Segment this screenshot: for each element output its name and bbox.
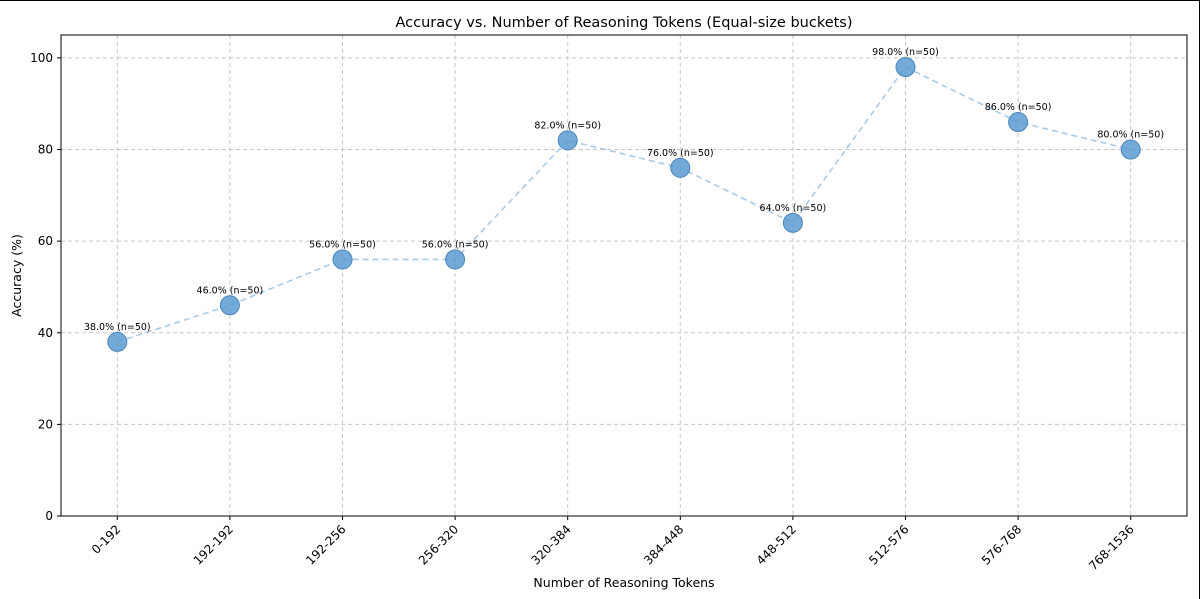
y-tick-label: 40 — [38, 326, 53, 340]
data-point — [895, 57, 916, 78]
chart-title: Accuracy vs. Number of Reasoning Tokens … — [395, 15, 852, 31]
x-axis-title: Number of Reasoning Tokens — [533, 575, 714, 590]
x-tick-label: 320-384 — [528, 522, 573, 567]
data-point — [1120, 139, 1141, 160]
data-label: 76.0% (n=50) — [647, 148, 714, 159]
series-line — [117, 66, 1131, 343]
plot-area-frame — [60, 34, 1188, 517]
data-label: 38.0% (n=50) — [84, 322, 151, 333]
data-points-layer — [107, 57, 1141, 352]
data-label: 82.0% (n=50) — [534, 120, 601, 131]
x-tick-label: 192-256 — [303, 522, 348, 567]
data-label: 56.0% (n=50) — [309, 239, 376, 250]
y-tick-label: 60 — [38, 234, 53, 248]
data-point — [670, 157, 691, 178]
data-label: 98.0% (n=50) — [872, 47, 939, 58]
x-tick-label: 576-768 — [979, 522, 1024, 567]
y-tick-label: 100 — [30, 51, 53, 65]
data-label: 80.0% (n=50) — [1097, 130, 1164, 141]
data-point — [445, 249, 466, 270]
data-point — [332, 249, 353, 270]
y-axis-title: Accuracy (%) — [9, 234, 24, 317]
y-axis-ticks: 0 20 40 60 80 100 — [30, 51, 61, 523]
x-tick-label: 512-576 — [866, 522, 911, 567]
data-label: 86.0% (n=50) — [985, 102, 1052, 113]
data-label: 46.0% (n=50) — [197, 285, 264, 296]
y-tick-label: 0 — [45, 509, 53, 523]
x-tick-label: 192-192 — [191, 522, 236, 567]
data-point — [782, 212, 803, 233]
x-tick-label: 384-448 — [641, 522, 686, 567]
data-point — [1008, 112, 1029, 133]
data-label: 64.0% (n=50) — [760, 203, 827, 214]
x-tick-label: 0-192 — [89, 522, 124, 557]
data-point — [219, 295, 240, 316]
x-tick-label: 768-1536 — [1086, 522, 1137, 573]
y-tick-label: 20 — [38, 417, 53, 431]
grid-layer — [61, 35, 1187, 517]
x-tick-label: 448-512 — [754, 522, 799, 567]
y-tick-label: 80 — [38, 143, 53, 157]
data-label: 56.0% (n=50) — [422, 239, 489, 250]
x-axis-ticks: 0-192 192-192 192-256 256-320 320-384 384-448… — [89, 516, 1137, 573]
x-tick-label: 256-320 — [416, 522, 461, 567]
series-line-layer — [117, 66, 1131, 343]
data-point — [107, 331, 128, 352]
data-labels-layer: 38.0% (n=50) 46.0% (n=50) 56.0% (n=50) 56.0… — [84, 47, 1164, 333]
data-point — [557, 130, 578, 151]
